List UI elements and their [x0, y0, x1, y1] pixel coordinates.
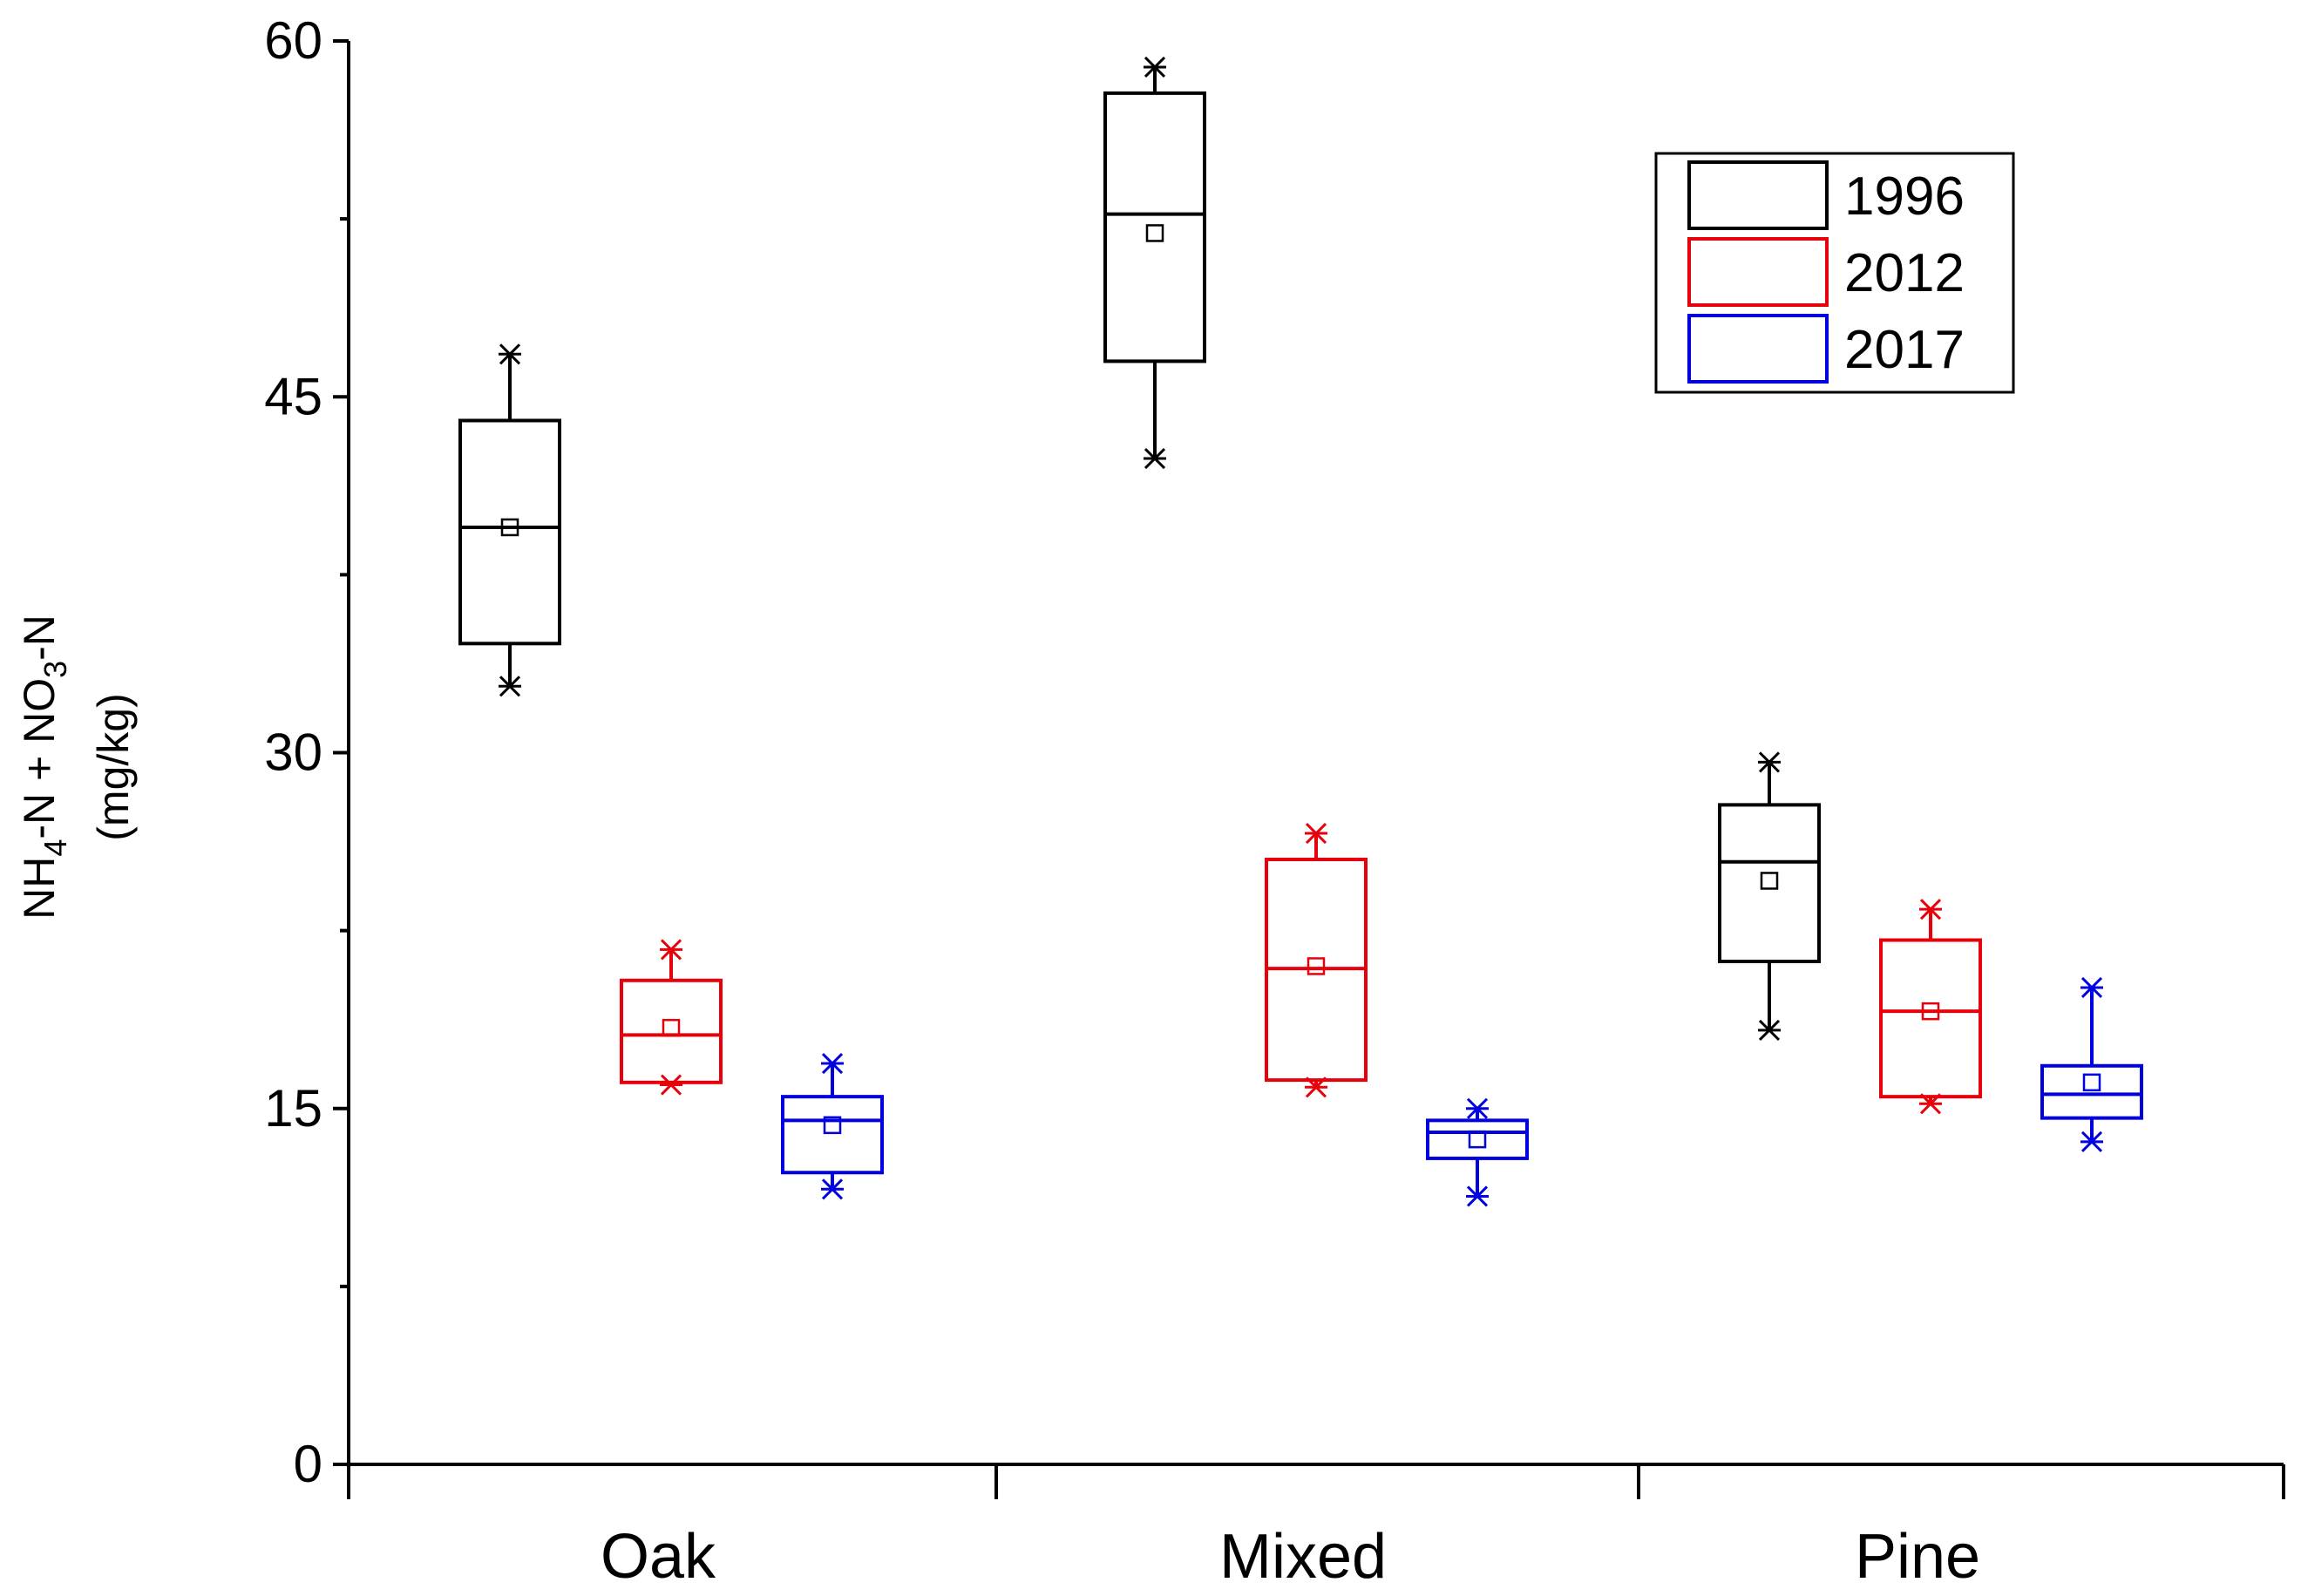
- iqr-box: [1426, 1118, 1529, 1160]
- x-category-label: Mixed: [1219, 1522, 1387, 1592]
- max-marker: [1919, 899, 1942, 920]
- max-marker: [1758, 751, 1781, 773]
- x-category-label: Pine: [1855, 1522, 1980, 1592]
- max-marker: [1144, 56, 1166, 78]
- min-marker: [821, 1178, 844, 1200]
- mean-marker: [1145, 224, 1164, 242]
- iqr-box: [620, 978, 723, 1084]
- x-ticks: Oak Mixed Pine: [347, 1464, 2285, 1592]
- mean-marker: [823, 1116, 842, 1135]
- min-marker: [1144, 447, 1166, 470]
- box-2017-oak: [781, 1052, 884, 1200]
- legend-swatch-2012: [1687, 237, 1829, 307]
- mean-marker: [1307, 957, 1326, 975]
- box-2012-pine: [1879, 899, 1982, 1115]
- box-2012-oak: [620, 939, 723, 1096]
- max-marker: [660, 939, 682, 961]
- mean-marker: [1921, 1002, 1940, 1021]
- iqr-box: [781, 1095, 884, 1175]
- box-2012-mixed: [1265, 822, 1368, 1098]
- y-ticks: 0 15 30 45 60: [264, 11, 349, 1493]
- iqr-box: [458, 418, 561, 646]
- min-marker: [2080, 1131, 2103, 1152]
- min-marker: [1919, 1093, 1942, 1115]
- legend-label-2012: 2012: [1844, 243, 1965, 303]
- legend-label-2017: 2017: [1844, 320, 1965, 380]
- y-tick-label: 15: [264, 1079, 322, 1138]
- boxes: [458, 56, 2143, 1207]
- mean-marker: [2082, 1073, 2101, 1092]
- box-1996-mixed: [1103, 56, 1206, 470]
- iqr-box: [1718, 803, 1821, 964]
- box-2017-mixed: [1426, 1097, 1529, 1207]
- legend-swatch-1996: [1687, 160, 1829, 230]
- max-marker: [1466, 1097, 1489, 1119]
- min-marker: [1305, 1076, 1327, 1098]
- x-category-label: Oak: [601, 1522, 716, 1592]
- legend: 1996 2012 2017: [1654, 152, 2015, 394]
- legend-label-1996: 1996: [1844, 166, 1965, 227]
- max-marker: [1305, 822, 1327, 845]
- y-tick-label: 30: [264, 723, 322, 782]
- mean-marker: [500, 518, 519, 537]
- max-marker: [821, 1052, 844, 1075]
- min-marker: [1758, 1019, 1781, 1041]
- y-axis-title-line2: (mg/kg): [89, 693, 138, 840]
- y-tick-label: 45: [264, 367, 322, 425]
- box-2017-pine: [2040, 976, 2143, 1152]
- mean-marker: [1760, 872, 1779, 890]
- iqr-box: [1103, 91, 1206, 363]
- y-axis-title-line1: NH4-N + NO3-N: [15, 615, 73, 920]
- min-marker: [660, 1074, 682, 1096]
- mean-marker: [1468, 1130, 1487, 1149]
- legend-frame: [1654, 152, 2015, 394]
- box-1996-oak: [458, 343, 561, 697]
- iqr-box: [2040, 1063, 2143, 1120]
- legend-swatch-2017: [1687, 314, 1829, 384]
- min-marker: [1466, 1185, 1489, 1207]
- box-1996-pine: [1718, 751, 1821, 1041]
- max-marker: [499, 343, 521, 365]
- iqr-box: [1879, 938, 1982, 1099]
- min-marker: [499, 676, 521, 697]
- max-marker: [2080, 976, 2103, 999]
- y-tick-label: 60: [264, 11, 322, 70]
- y-axis-title: NH4-N + NO3-N (mg/kg): [15, 615, 138, 920]
- mean-marker: [662, 1018, 681, 1037]
- y-tick-label: 0: [294, 1435, 322, 1493]
